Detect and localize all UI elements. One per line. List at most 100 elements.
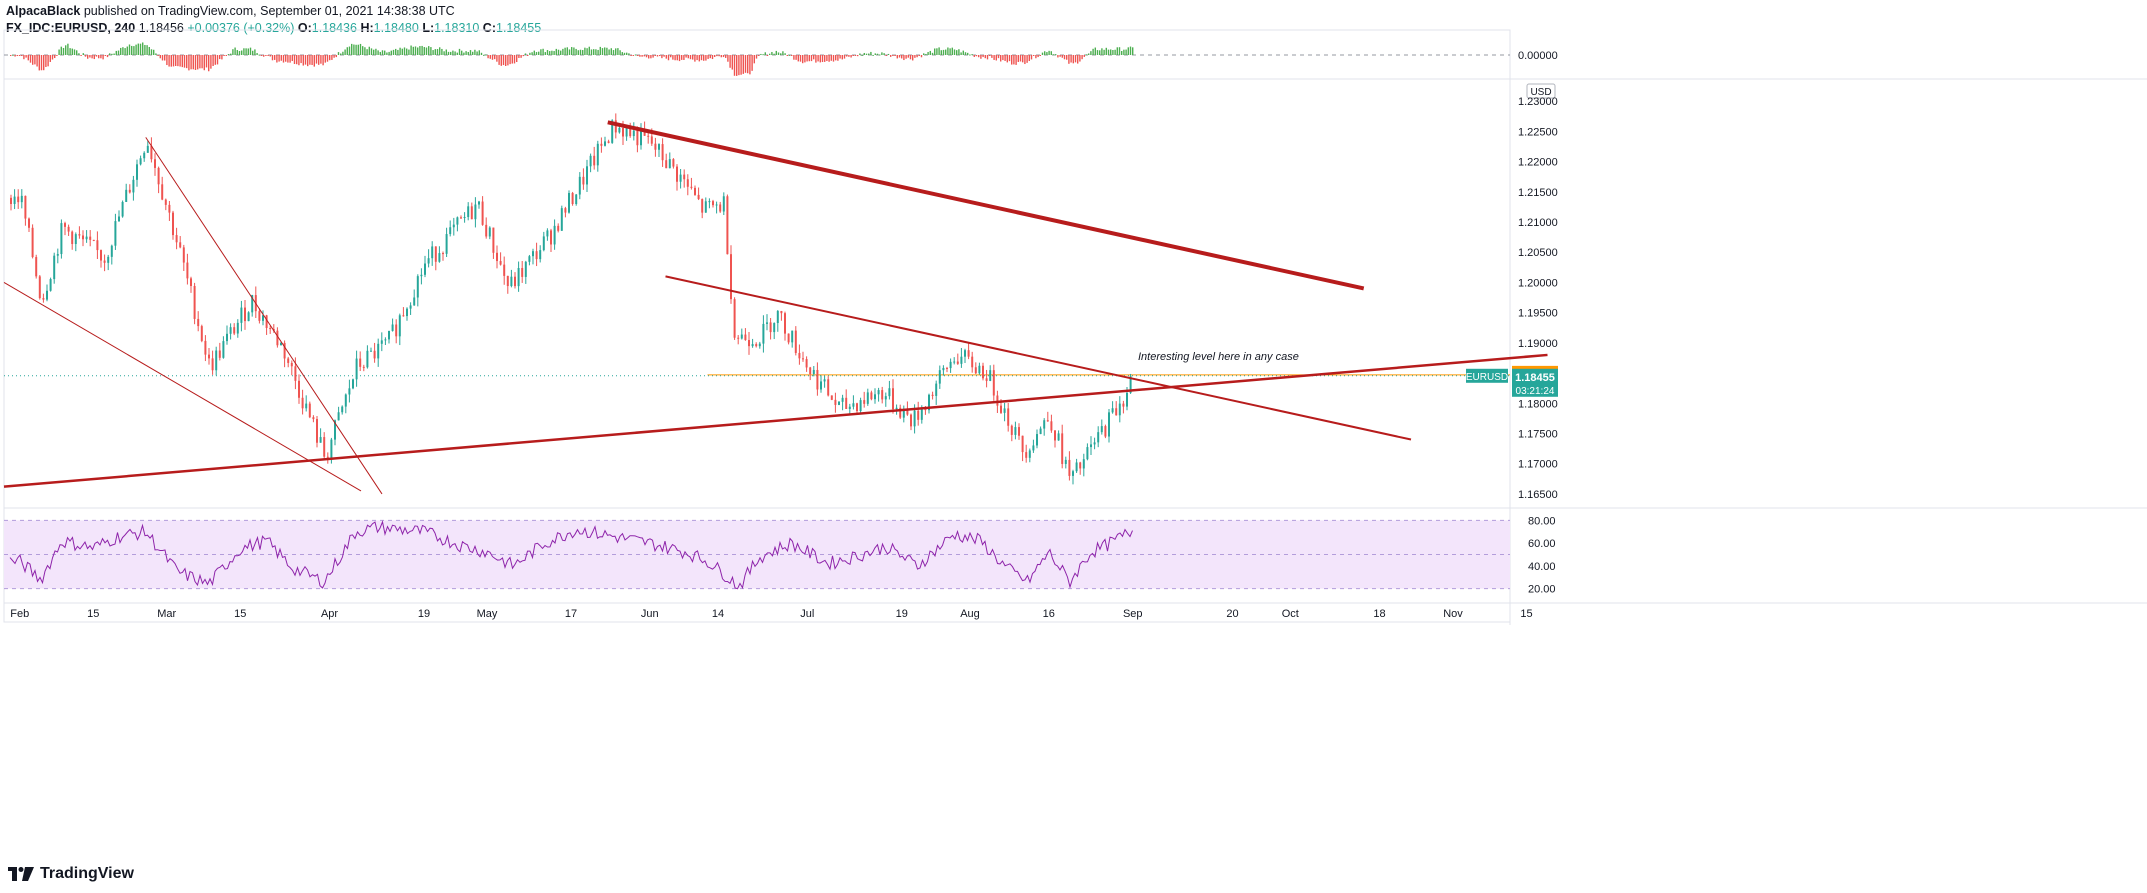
histogram-bar — [98, 55, 100, 59]
histogram-bar — [104, 55, 106, 56]
histogram-bar — [221, 55, 223, 60]
histogram-bar — [687, 55, 689, 59]
histogram-bar — [1092, 48, 1094, 55]
histogram-bar — [894, 55, 896, 56]
histogram-bar — [599, 46, 601, 55]
candle-body — [10, 197, 12, 204]
candle-body — [820, 381, 822, 390]
histogram-bar — [522, 55, 524, 57]
histogram-bar — [201, 55, 203, 69]
candle-body — [949, 361, 952, 369]
histogram-bar — [560, 50, 562, 55]
histogram-bar — [766, 55, 769, 56]
candle-body — [236, 322, 239, 334]
candle-body — [377, 343, 380, 359]
price-pane[interactable]: Interesting level here in any case — [3, 113, 1548, 495]
histogram-bar — [700, 55, 703, 61]
tradingview-logo[interactable]: TradingView — [8, 865, 134, 883]
histogram-bar — [368, 46, 370, 55]
histogram-bar — [93, 55, 95, 60]
candle-body — [557, 225, 560, 231]
histogram-bar — [1079, 55, 1081, 62]
histogram-bar — [124, 48, 126, 55]
histogram-bar — [518, 55, 520, 58]
histogram-bar — [95, 55, 98, 57]
candle-body — [766, 322, 768, 324]
histogram-bar — [1063, 55, 1066, 60]
histogram-bar — [1026, 55, 1028, 63]
candle-body — [139, 158, 142, 165]
candle-body — [308, 403, 311, 418]
close-value: 1.18455 — [496, 21, 542, 35]
histogram-bar — [1132, 47, 1134, 55]
candle-body — [186, 262, 189, 279]
histogram-bar — [133, 46, 135, 55]
candle-body — [56, 254, 59, 256]
price-tick-label: 1.20000 — [1518, 277, 1558, 289]
trendline — [665, 275, 1412, 441]
histogram-bar — [916, 55, 918, 58]
histogram-bar — [993, 55, 995, 60]
histogram-bar — [326, 55, 329, 62]
candle-body — [204, 340, 207, 355]
histogram-bar — [577, 50, 579, 55]
candle-body — [1057, 433, 1060, 441]
histogram-bar — [269, 55, 271, 57]
candle-body — [564, 208, 567, 213]
candle-body — [341, 406, 344, 413]
author-name[interactable]: AlpacaBlack — [6, 4, 81, 18]
price-tick-label: 1.17000 — [1518, 459, 1558, 471]
histogram-bar — [995, 55, 997, 61]
candle-body — [82, 235, 84, 240]
candle-body — [287, 358, 290, 363]
candle-body — [668, 159, 671, 169]
time-tick-label: 18 — [1373, 608, 1385, 620]
histogram-bar — [934, 48, 936, 55]
histogram-bar — [247, 48, 249, 55]
histogram-bar — [551, 50, 553, 55]
trendline — [3, 281, 362, 492]
histogram-bar — [997, 55, 1000, 59]
candle-body — [762, 323, 765, 344]
histogram-zero-label: 0.00000 — [1518, 50, 1558, 62]
time-tick-label: Jun — [641, 608, 659, 620]
histogram-bar — [423, 47, 425, 55]
histogram-bar — [210, 55, 212, 69]
candle-body — [546, 230, 549, 237]
candle-body — [924, 408, 927, 411]
high-label: H: — [360, 21, 374, 35]
histogram-bar — [71, 48, 73, 55]
histogram-bar — [509, 55, 511, 65]
histogram-bar — [912, 55, 914, 61]
histogram-bar — [579, 49, 582, 55]
histogram-bar — [590, 49, 593, 55]
histogram-bar — [458, 48, 461, 55]
candle-body — [110, 245, 113, 257]
price-tick-label: 1.16500 — [1518, 489, 1558, 501]
histogram-bar — [120, 47, 122, 55]
histogram-bar — [634, 54, 637, 56]
candle-body — [560, 208, 563, 231]
candle-body — [697, 194, 700, 200]
histogram-bar — [190, 55, 192, 70]
candle-body — [416, 276, 419, 298]
candle-body — [593, 155, 596, 166]
histogram-bar — [170, 55, 172, 67]
histogram-bar — [936, 48, 938, 55]
histogram-bar — [808, 55, 810, 62]
histogram-bar — [575, 48, 577, 55]
histogram-bar — [1039, 55, 1041, 56]
histogram-bar — [870, 51, 872, 55]
histogram-bar — [1061, 55, 1063, 58]
histogram-bar — [890, 55, 892, 57]
candle-body — [600, 143, 603, 146]
candle-body — [834, 399, 837, 405]
histogram-bar — [566, 47, 568, 55]
histogram-bar — [775, 50, 777, 55]
time-tick-label: Oct — [1282, 608, 1299, 620]
histogram-bar — [502, 55, 505, 66]
histogram-bar — [496, 55, 498, 62]
histogram-bar — [267, 55, 269, 56]
candle-body — [46, 290, 48, 300]
